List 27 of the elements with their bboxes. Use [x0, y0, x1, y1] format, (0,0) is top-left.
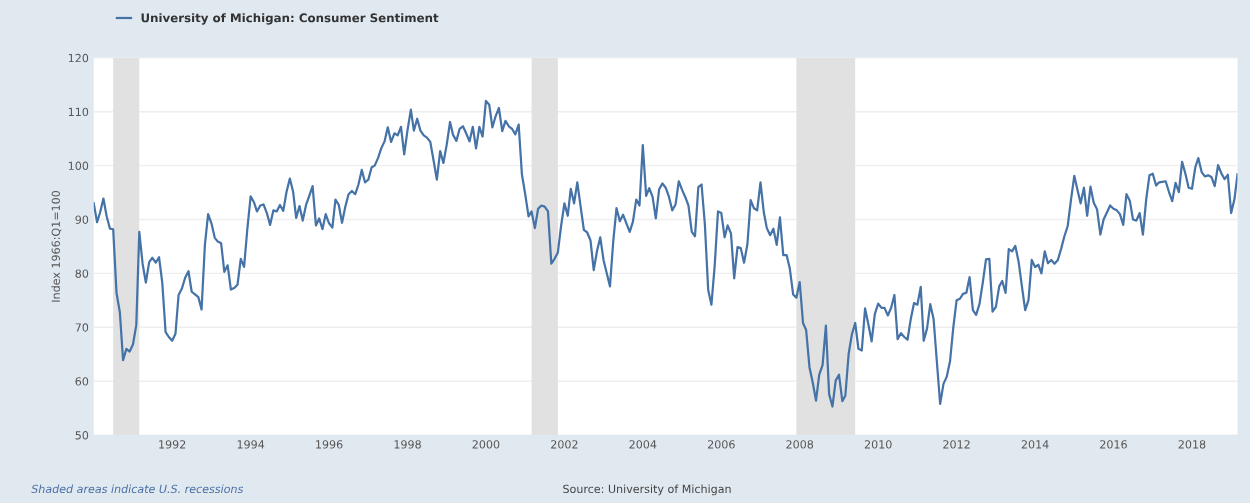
y-tick-label: 120 [68, 53, 89, 63]
x-tick-label: 2018 [1178, 440, 1206, 449]
y-tick-label: 90 [75, 215, 89, 224]
text: Shaded areas indicate U.S. recessions [31, 484, 244, 494]
x-tick-label: 2010 [864, 440, 892, 449]
x-tick-label: 2004 [629, 440, 657, 449]
source-note: Source: University of Michigan [563, 484, 731, 496]
y-tick-label: 50 [75, 431, 89, 440]
x-tick-label: 2016 [1100, 440, 1127, 449]
x-tick-label: 1996 [316, 440, 343, 449]
y-tick-label: 110 [68, 107, 89, 117]
x-tick-label: 2000 [472, 440, 500, 449]
y-tick-label: 70 [75, 323, 89, 332]
line-series [93, 99, 1238, 408]
x-tick-label: 2012 [943, 440, 970, 449]
y-tick-label: 100 [68, 161, 89, 171]
legend-label: University of Michigan: Consumer Sentiment [141, 13, 439, 25]
x-tick-label: 2014 [1021, 440, 1049, 449]
y-axis-title: Index 1966:Q1=100 [51, 190, 62, 302]
x-tick-label: 2008 [786, 440, 814, 449]
x-tick-label: 2006 [707, 440, 735, 449]
y-tick-label: 60 [75, 377, 89, 386]
x-tick-label: 1994 [237, 440, 265, 449]
x-tick-label: 1992 [159, 440, 186, 449]
x-tick-label: 1998 [394, 440, 421, 449]
x-tick-label: 2002 [551, 440, 578, 449]
y-tick-label: 80 [75, 269, 89, 278]
